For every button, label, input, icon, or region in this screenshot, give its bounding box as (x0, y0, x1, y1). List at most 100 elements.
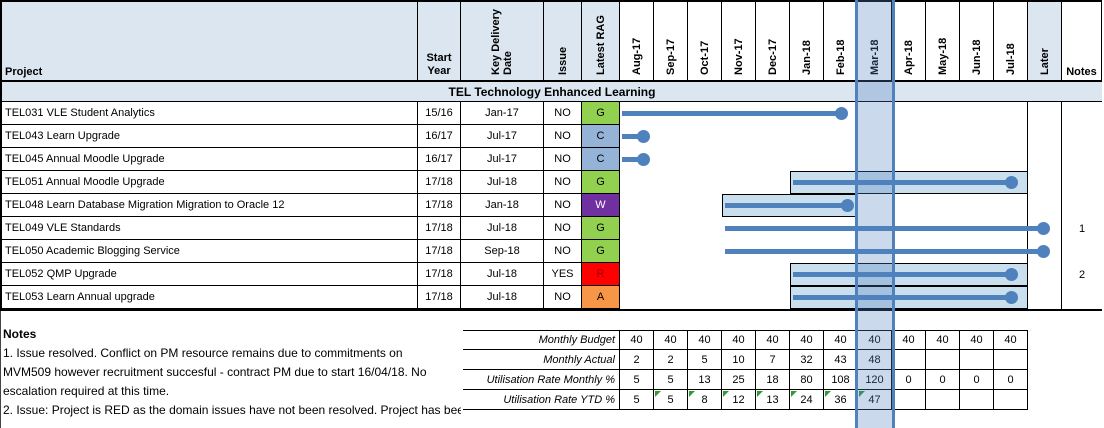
project-name-cell[interactable]: TEL051 Annual Moodle Upgrade (2, 171, 418, 194)
start-year-cell[interactable]: 17/18 (418, 194, 461, 217)
utilisation-value-cell[interactable]: 8 (688, 390, 722, 410)
utilisation-value-cell[interactable]: 40 (960, 330, 994, 350)
project-name-cell[interactable]: TEL052 QMP Upgrade (2, 263, 418, 286)
rag-status-cell[interactable]: C (582, 148, 620, 171)
utilisation-value-cell[interactable]: 0 (994, 370, 1028, 390)
utilisation-value-cell[interactable]: 40 (756, 330, 790, 350)
key-delivery-date-cell[interactable]: Jan-18 (461, 194, 544, 217)
later-cell[interactable] (1028, 148, 1062, 171)
start-year-cell[interactable]: 15/16 (418, 102, 461, 125)
column-header-issue[interactable]: Issue (544, 2, 582, 82)
key-delivery-date-cell[interactable]: Sep-18 (461, 240, 544, 263)
later-cell[interactable] (1028, 102, 1062, 125)
utilisation-value-cell[interactable]: 48 (858, 350, 892, 370)
start-year-cell[interactable]: 17/18 (418, 240, 461, 263)
utilisation-value-cell[interactable]: 40 (824, 330, 858, 350)
note-ref-cell[interactable] (1062, 148, 1102, 171)
column-header-month-oct-17[interactable]: Oct-17 (688, 2, 722, 82)
issue-cell[interactable]: NO (544, 125, 582, 148)
utilisation-value-cell[interactable]: 0 (926, 370, 960, 390)
project-name-cell[interactable]: TEL045 Annual Moodle Upgrade (2, 148, 418, 171)
utilisation-value-cell[interactable] (892, 350, 926, 370)
start-year-cell[interactable]: 16/17 (418, 148, 461, 171)
utilisation-value-cell[interactable]: 7 (756, 350, 790, 370)
utilisation-value-cell[interactable]: 5 (654, 370, 688, 390)
column-header-month-jul-18[interactable]: Jul-18 (994, 2, 1028, 82)
utilisation-value-cell[interactable] (926, 350, 960, 370)
utilisation-value-cell[interactable] (994, 390, 1028, 410)
column-header-notes[interactable]: Notes (1062, 2, 1102, 82)
utilisation-value-cell[interactable]: 40 (926, 330, 960, 350)
utilisation-value-cell[interactable] (892, 390, 926, 410)
utilisation-value-cell[interactable]: 25 (722, 370, 756, 390)
utilisation-value-cell[interactable]: 2 (620, 350, 654, 370)
utilisation-value-cell[interactable]: 43 (824, 350, 858, 370)
project-name-cell[interactable]: TEL048 Learn Database Migration Migratio… (2, 194, 418, 217)
issue-cell[interactable]: NO (544, 217, 582, 240)
rag-status-cell[interactable]: R (582, 263, 620, 286)
rag-status-cell[interactable]: A (582, 286, 620, 309)
column-header-month-jun-18[interactable]: Jun-18 (960, 2, 994, 82)
start-year-cell[interactable]: 17/18 (418, 286, 461, 309)
note-ref-cell[interactable] (1062, 240, 1102, 263)
utilisation-value-cell[interactable]: 47 (858, 390, 892, 410)
utilisation-value-cell[interactable]: 40 (688, 330, 722, 350)
utilisation-value-cell[interactable]: 18 (756, 370, 790, 390)
project-name-cell[interactable]: TEL043 Learn Upgrade (2, 125, 418, 148)
note-ref-cell[interactable]: 2 (1062, 263, 1102, 286)
issue-cell[interactable]: NO (544, 171, 582, 194)
utilisation-value-cell[interactable]: 32 (790, 350, 824, 370)
utilisation-value-cell[interactable]: 40 (858, 330, 892, 350)
column-header-month-may-18[interactable]: May-18 (926, 2, 960, 82)
key-delivery-date-cell[interactable]: Jul-18 (461, 263, 544, 286)
issue-cell[interactable]: NO (544, 240, 582, 263)
rag-status-cell[interactable]: C (582, 125, 620, 148)
column-header-month-nov-17[interactable]: Nov-17 (722, 2, 756, 82)
note-ref-cell[interactable] (1062, 194, 1102, 217)
later-cell[interactable] (1028, 263, 1062, 286)
column-header-month-jan-18[interactable]: Jan-18 (790, 2, 824, 82)
utilisation-value-cell[interactable]: 0 (892, 370, 926, 390)
note-ref-cell[interactable] (1062, 286, 1102, 309)
key-delivery-date-cell[interactable]: Jul-17 (461, 148, 544, 171)
utilisation-value-cell[interactable] (960, 390, 994, 410)
utilisation-value-cell[interactable]: 5 (620, 370, 654, 390)
start-year-cell[interactable]: 16/17 (418, 125, 461, 148)
utilisation-value-cell[interactable]: 36 (824, 390, 858, 410)
start-year-cell[interactable]: 17/18 (418, 217, 461, 240)
utilisation-value-cell[interactable]: 2 (654, 350, 688, 370)
utilisation-value-cell[interactable]: 13 (756, 390, 790, 410)
note-ref-cell[interactable]: 1 (1062, 217, 1102, 240)
column-header-key-delivery-date[interactable]: Key Delivery Date (461, 2, 544, 82)
key-delivery-date-cell[interactable]: Jan-17 (461, 102, 544, 125)
utilisation-value-cell[interactable]: 12 (722, 390, 756, 410)
utilisation-value-cell[interactable]: 40 (892, 330, 926, 350)
project-name-cell[interactable]: TEL050 Academic Blogging Service (2, 240, 418, 263)
project-name-cell[interactable]: TEL053 Learn Annual upgrade (2, 286, 418, 309)
project-name-cell[interactable]: TEL031 VLE Student Analytics (2, 102, 418, 125)
section-header-tel[interactable]: TEL Technology Enhanced Learning (2, 82, 1102, 102)
later-cell[interactable] (1028, 194, 1062, 217)
issue-cell[interactable]: YES (544, 263, 582, 286)
utilisation-value-cell[interactable]: 5 (688, 350, 722, 370)
rag-status-cell[interactable]: G (582, 171, 620, 194)
utilisation-value-cell[interactable] (926, 390, 960, 410)
column-header-project[interactable]: Project (2, 2, 418, 82)
utilisation-value-cell[interactable]: 40 (994, 330, 1028, 350)
issue-cell[interactable]: NO (544, 148, 582, 171)
key-delivery-date-cell[interactable]: Jul-18 (461, 217, 544, 240)
issue-cell[interactable]: NO (544, 102, 582, 125)
utilisation-value-cell[interactable]: 40 (790, 330, 824, 350)
utilisation-value-cell[interactable]: 108 (824, 370, 858, 390)
rag-status-cell[interactable]: W (582, 194, 620, 217)
column-header-later[interactable]: Later (1028, 2, 1062, 82)
utilisation-value-cell[interactable]: 40 (722, 330, 756, 350)
column-header-start-year[interactable]: Start Year (418, 2, 461, 82)
later-cell[interactable] (1028, 171, 1062, 194)
utilisation-value-cell[interactable]: 40 (620, 330, 654, 350)
rag-status-cell[interactable]: G (582, 240, 620, 263)
issue-cell[interactable]: NO (544, 194, 582, 217)
utilisation-value-cell[interactable] (994, 350, 1028, 370)
column-header-latest-rag[interactable]: Latest RAG (582, 2, 620, 82)
key-delivery-date-cell[interactable]: Jul-18 (461, 171, 544, 194)
